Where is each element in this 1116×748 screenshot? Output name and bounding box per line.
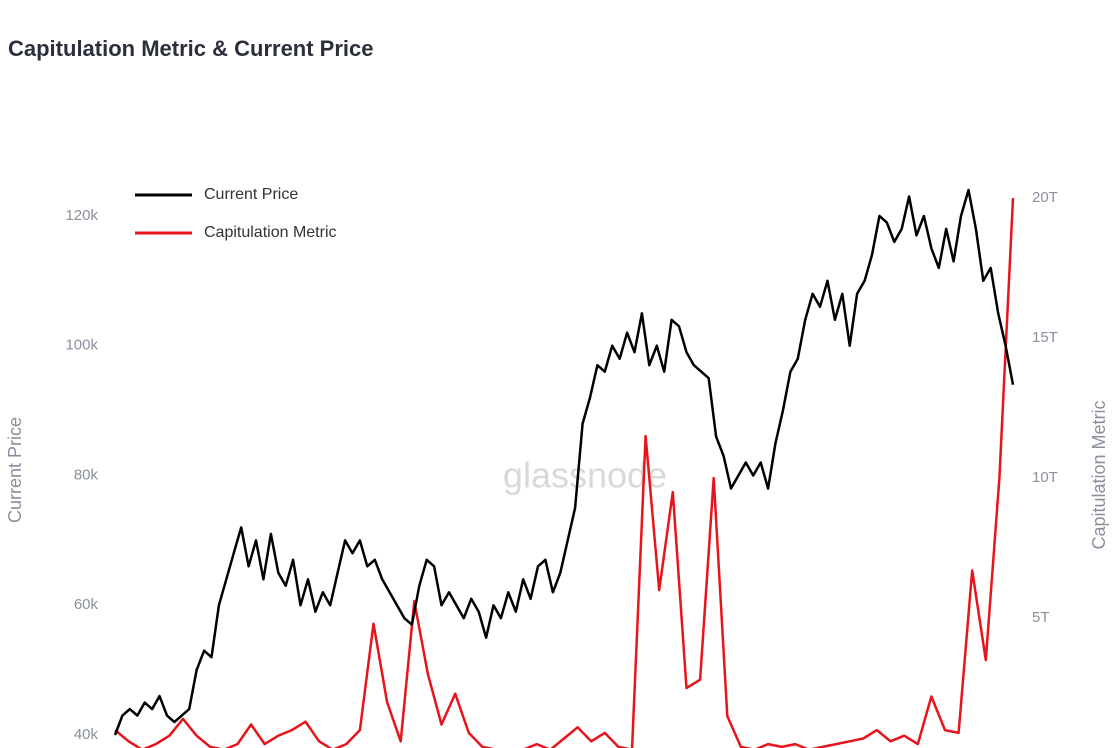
legend-label: Current Price bbox=[204, 186, 298, 203]
y-tick-label: 80k bbox=[74, 466, 99, 483]
y-tick-label: 100k bbox=[65, 337, 98, 354]
watermark: glassnode bbox=[503, 455, 667, 496]
y-tick-label: 40k bbox=[74, 726, 99, 743]
y2-tick-label: 10T bbox=[1032, 469, 1058, 486]
line-series bbox=[113, 188, 1015, 736]
y2-tick-label: 5T bbox=[1032, 609, 1050, 626]
plot-area bbox=[113, 188, 1015, 748]
y2-tick-label: 15T bbox=[1032, 329, 1058, 346]
y2-tick-label: 20T bbox=[1032, 189, 1058, 206]
y-tick-label: 120k bbox=[65, 207, 98, 224]
chart-title: Capitulation Metric & Current Price bbox=[8, 36, 374, 61]
y-tick-label: 60k bbox=[74, 596, 99, 613]
y2-axis-title: Capitulation Metric bbox=[1089, 400, 1109, 549]
line-series bbox=[114, 198, 1015, 748]
legend-label: Capitulation Metric bbox=[204, 224, 337, 241]
y-axis-title: Current Price bbox=[5, 417, 25, 523]
